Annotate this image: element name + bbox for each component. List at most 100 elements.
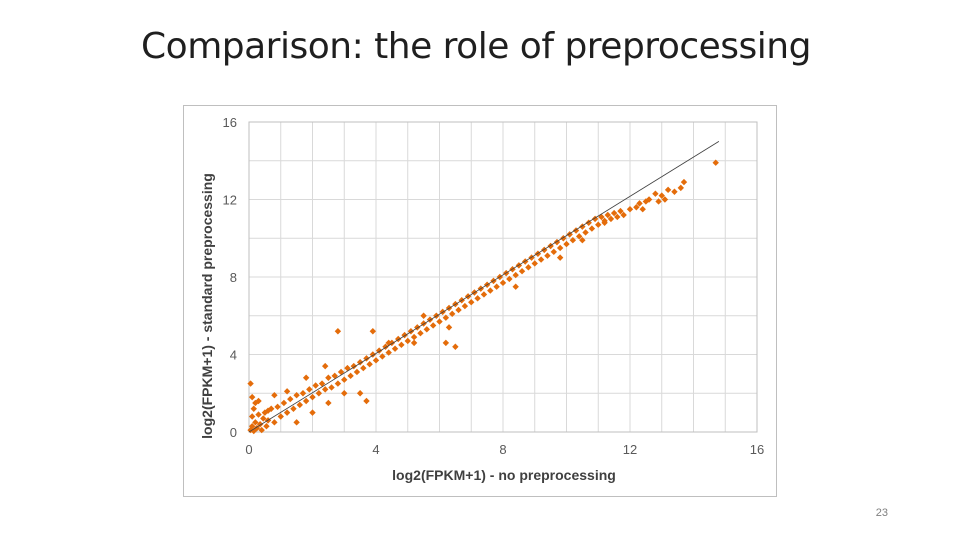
data-point	[420, 312, 427, 319]
data-point	[261, 409, 269, 416]
data-point	[274, 403, 281, 411]
data-point	[493, 283, 500, 290]
data-point	[248, 422, 256, 430]
data-point	[404, 337, 411, 345]
data-point	[260, 415, 267, 422]
y-axis-label: log2(FPKM+1) - standard preprocessing	[199, 173, 215, 439]
data-point	[423, 326, 430, 333]
y-tick-label: 8	[230, 270, 237, 285]
tick-labels: 0 4 8 12 16 0 4 8 12 16	[223, 115, 765, 457]
data-point	[271, 391, 278, 399]
data-point	[445, 324, 453, 331]
data-point	[312, 382, 319, 389]
data-point	[671, 188, 678, 195]
data-point	[610, 209, 618, 217]
data-point	[652, 190, 659, 197]
data-point	[363, 397, 370, 405]
data-point	[553, 238, 561, 246]
data-point	[480, 291, 488, 298]
data-point	[293, 419, 300, 426]
chart-frame: 0 4 8 12 16 0 4 8 12 16 log2(FPKM+1) - no preproc…	[183, 105, 777, 497]
data-point	[455, 306, 462, 314]
data-point	[563, 240, 570, 248]
data-point	[280, 399, 288, 407]
data-point	[474, 295, 481, 302]
data-point	[322, 362, 329, 370]
data-point	[547, 242, 554, 250]
data-point	[299, 390, 307, 397]
data-point	[664, 186, 672, 194]
data-point	[525, 264, 532, 271]
data-point	[512, 271, 519, 279]
data-point	[328, 384, 335, 391]
y-tick-label: 16	[223, 115, 237, 130]
data-point	[315, 390, 323, 397]
data-point	[442, 314, 450, 321]
data-point	[537, 256, 545, 263]
data-point	[468, 298, 475, 306]
x-tick-label: 4	[372, 442, 379, 457]
data-point	[353, 368, 361, 376]
data-point	[556, 254, 564, 261]
data-point	[560, 235, 567, 242]
data-point	[429, 322, 437, 329]
data-point	[247, 380, 254, 387]
data-point	[499, 279, 507, 287]
data-point	[410, 333, 418, 341]
data-point	[258, 426, 265, 434]
data-point	[356, 390, 364, 397]
data-point	[296, 401, 303, 409]
data-point	[293, 391, 300, 399]
data-point	[248, 393, 256, 401]
data-point	[595, 221, 602, 228]
data-point	[658, 192, 665, 199]
data-point	[442, 339, 450, 347]
data-point	[309, 409, 316, 416]
data-point	[344, 364, 351, 372]
data-point	[541, 246, 548, 254]
data-point	[531, 260, 538, 267]
data-point	[449, 310, 456, 318]
grid	[248, 121, 758, 433]
data-point	[309, 393, 316, 401]
data-point	[366, 360, 373, 368]
data-point	[341, 390, 348, 397]
data-point	[369, 328, 377, 335]
data-point	[556, 244, 564, 252]
data-point	[277, 413, 284, 420]
data-point	[253, 424, 261, 432]
x-tick-label: 12	[623, 442, 637, 457]
data-point	[420, 320, 427, 327]
scatter-chart: 0 4 8 12 16 0 4 8 12 16 log2(FPKM+1) - no preproc…	[199, 115, 765, 483]
data-point	[302, 374, 310, 381]
x-axis-label: log2(FPKM+1) - no preprocessing	[392, 467, 616, 483]
data-point	[626, 205, 634, 213]
data-point	[248, 413, 256, 420]
data-point	[255, 411, 262, 418]
data-point	[417, 329, 424, 337]
data-point	[576, 233, 583, 240]
data-point	[544, 252, 551, 259]
data-point	[334, 328, 342, 335]
data-point	[341, 376, 348, 383]
data-point	[512, 283, 519, 290]
data-point	[356, 359, 364, 366]
y-tick-label: 4	[230, 348, 237, 363]
slide-title: Comparison: the role of preprocessing	[141, 26, 811, 67]
data-point	[252, 419, 259, 426]
data-point	[677, 184, 684, 192]
x-tick-label: 0	[245, 442, 252, 457]
data-point	[347, 372, 354, 380]
data-point	[306, 386, 313, 393]
data-point	[379, 353, 386, 360]
data-point	[569, 236, 577, 244]
data-point	[391, 345, 399, 352]
data-point	[271, 419, 278, 426]
data-point	[325, 399, 332, 407]
data-point	[385, 349, 392, 356]
reference-line	[248, 141, 720, 433]
page-number: 23	[875, 507, 888, 519]
data-point	[518, 267, 526, 275]
data-point	[506, 275, 513, 283]
data-point	[639, 205, 646, 213]
